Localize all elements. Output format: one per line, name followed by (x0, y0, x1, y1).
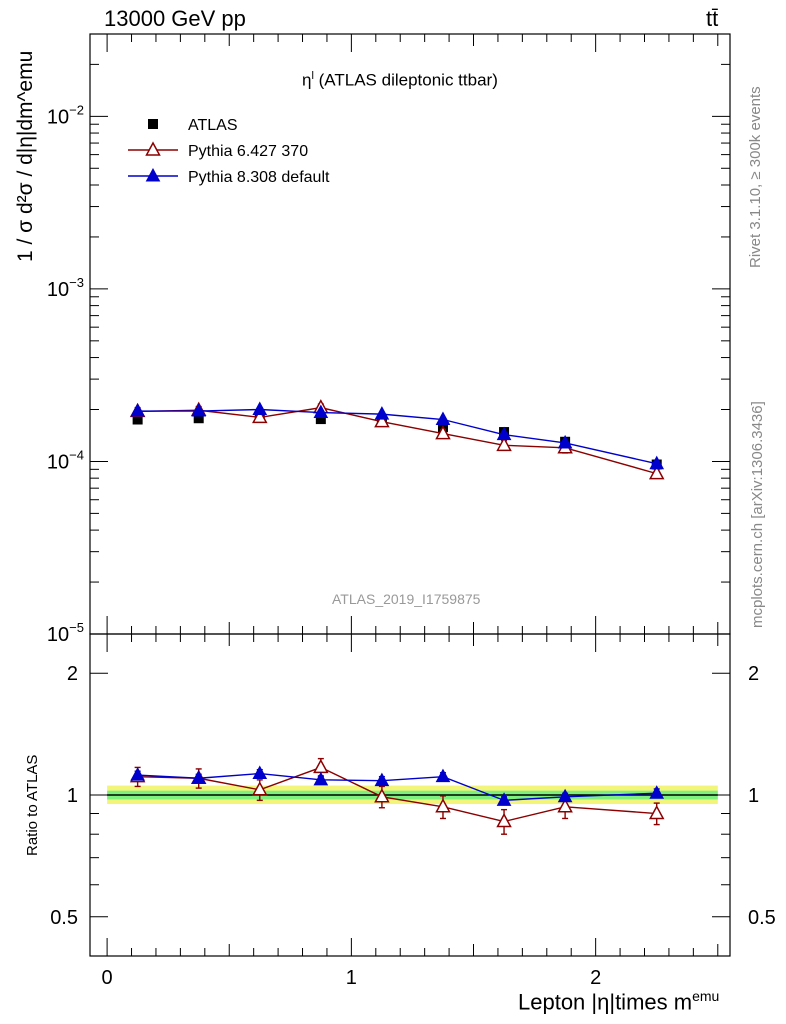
ratio-y-tick-label-right: 1 (748, 785, 759, 807)
main-2-series (130, 401, 665, 470)
data-point (313, 771, 329, 786)
ratio-y-tick-label-right: 2 (748, 663, 759, 685)
process-label: tt̄ (706, 6, 719, 31)
data-point (496, 792, 512, 806)
data-point (648, 804, 665, 820)
data-point (496, 436, 512, 452)
legend-label: Pythia 6.427 370 (188, 143, 308, 160)
main-1-series-line (137, 406, 657, 475)
data-point (435, 768, 451, 783)
main-2-series-line (137, 408, 657, 465)
data-point (648, 465, 665, 480)
data-point (148, 119, 158, 129)
data-point (496, 812, 512, 828)
data-point (132, 414, 143, 425)
plot-title: ηl (ATLAS dileptonic ttbar) (302, 70, 498, 91)
main-panel-frame (89, 33, 731, 635)
legend-label: ATLAS (188, 117, 238, 134)
ratio-y-tick-label-left: 0.5 (50, 907, 78, 929)
data-point (130, 402, 145, 417)
main-y-tick-label: 10−3 (47, 275, 84, 301)
data-point (649, 455, 665, 470)
data-point (252, 401, 268, 415)
data-point (145, 141, 161, 156)
data-point (145, 167, 161, 182)
ratio-y-tick-label-left: 2 (67, 663, 78, 685)
data-point (313, 758, 329, 774)
x-tick-label: 1 (346, 967, 357, 989)
x-tick-label: 0 (102, 967, 113, 989)
data-point (374, 788, 390, 803)
data-point (374, 413, 390, 428)
plot-title-rest: (ATLAS dileptonic ttbar) (313, 70, 498, 90)
data-point (252, 765, 268, 780)
plot-title-main: η (302, 70, 312, 90)
ratio-y-tick-label-left: 1 (67, 785, 78, 807)
data-point (313, 404, 329, 419)
main-y-tick-label: 10−2 (47, 102, 84, 128)
data-point (435, 411, 451, 426)
collision-energy-label: 13000 GeV pp (104, 6, 246, 31)
data-point (130, 767, 145, 781)
main-y-tick-label: 10−5 (47, 620, 84, 646)
x-axis-label-sup: emu (692, 988, 720, 1004)
x-tick-label: 2 (590, 967, 601, 989)
data-point (557, 434, 573, 449)
x-axis-label: Lepton |η|times memu (518, 988, 719, 1015)
main-0-series (132, 411, 662, 470)
data-point (435, 425, 451, 440)
legend-label: Pythia 8.308 default (188, 169, 330, 186)
plot-title-sup: l (311, 70, 314, 82)
data-point (435, 798, 451, 813)
data-point (191, 770, 207, 784)
data-point (649, 785, 665, 799)
data-point (252, 408, 268, 424)
data-point (374, 772, 390, 787)
data-point (496, 426, 512, 441)
data-point (557, 798, 573, 813)
ratio-y-tick-label-right: 0.5 (748, 907, 776, 929)
analysis-watermark: ATLAS_2019_I1759875 (332, 591, 481, 607)
data-point (252, 781, 268, 796)
data-point (557, 788, 573, 803)
data-point (315, 414, 326, 425)
main-1-series (129, 399, 665, 480)
data-point (191, 402, 207, 417)
data-point (374, 406, 390, 420)
ratio-1-series (130, 765, 665, 806)
main-y-tick-label: 10−4 (47, 447, 84, 473)
x-axis-label-text: Lepton |η|times m (518, 989, 693, 1015)
data-point (193, 413, 204, 424)
